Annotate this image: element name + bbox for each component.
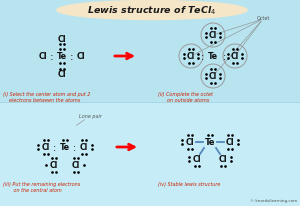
Text: Cl: Cl [58, 70, 66, 79]
Text: Cl: Cl [226, 138, 234, 147]
Text: Cl: Cl [193, 155, 201, 164]
Text: Lewis structure of TeCl$_4$: Lewis structure of TeCl$_4$ [87, 5, 217, 17]
Text: :: : [50, 52, 54, 62]
Text: Te: Te [205, 138, 215, 147]
Text: Lone pair: Lone pair [79, 114, 101, 119]
Text: Cl: Cl [77, 52, 85, 61]
Text: :: : [70, 52, 74, 62]
Text: Cl: Cl [219, 155, 227, 164]
Bar [0, 103, 300, 206]
Text: :: : [74, 142, 76, 152]
Text: (iii) Put the remaining electrons
       on the central atom: (iii) Put the remaining electrons on the… [3, 181, 80, 192]
Text: Cl: Cl [80, 143, 88, 152]
Text: Te: Te [57, 52, 67, 61]
Text: Cl: Cl [72, 161, 80, 170]
Text: (ii) Complete the octet
      on outside atoms: (ii) Complete the octet on outside atoms [158, 91, 213, 102]
Text: :: : [53, 142, 57, 152]
Text: Te: Te [60, 143, 70, 152]
Ellipse shape [57, 1, 247, 20]
Text: Cl: Cl [58, 34, 66, 43]
Text: :: : [200, 52, 204, 62]
Text: © knordsilearning.com: © knordsilearning.com [250, 198, 297, 202]
Text: Cl: Cl [50, 161, 58, 170]
Text: Octet: Octet [256, 15, 270, 20]
Text: Cl: Cl [39, 52, 47, 61]
Text: Cl: Cl [231, 52, 239, 61]
Text: (iv) Stable lewis structure: (iv) Stable lewis structure [158, 181, 220, 186]
Text: (i) Select the center atom and put 2
    electrons between the atoms: (i) Select the center atom and put 2 ele… [3, 91, 90, 102]
Text: Cl: Cl [42, 143, 50, 152]
Text: Cl: Cl [186, 138, 194, 147]
Text: Cl: Cl [187, 52, 195, 61]
Text: Cl: Cl [209, 31, 217, 40]
Text: :: : [222, 52, 226, 62]
Text: Te: Te [208, 52, 218, 61]
Text: Cl: Cl [209, 72, 217, 81]
